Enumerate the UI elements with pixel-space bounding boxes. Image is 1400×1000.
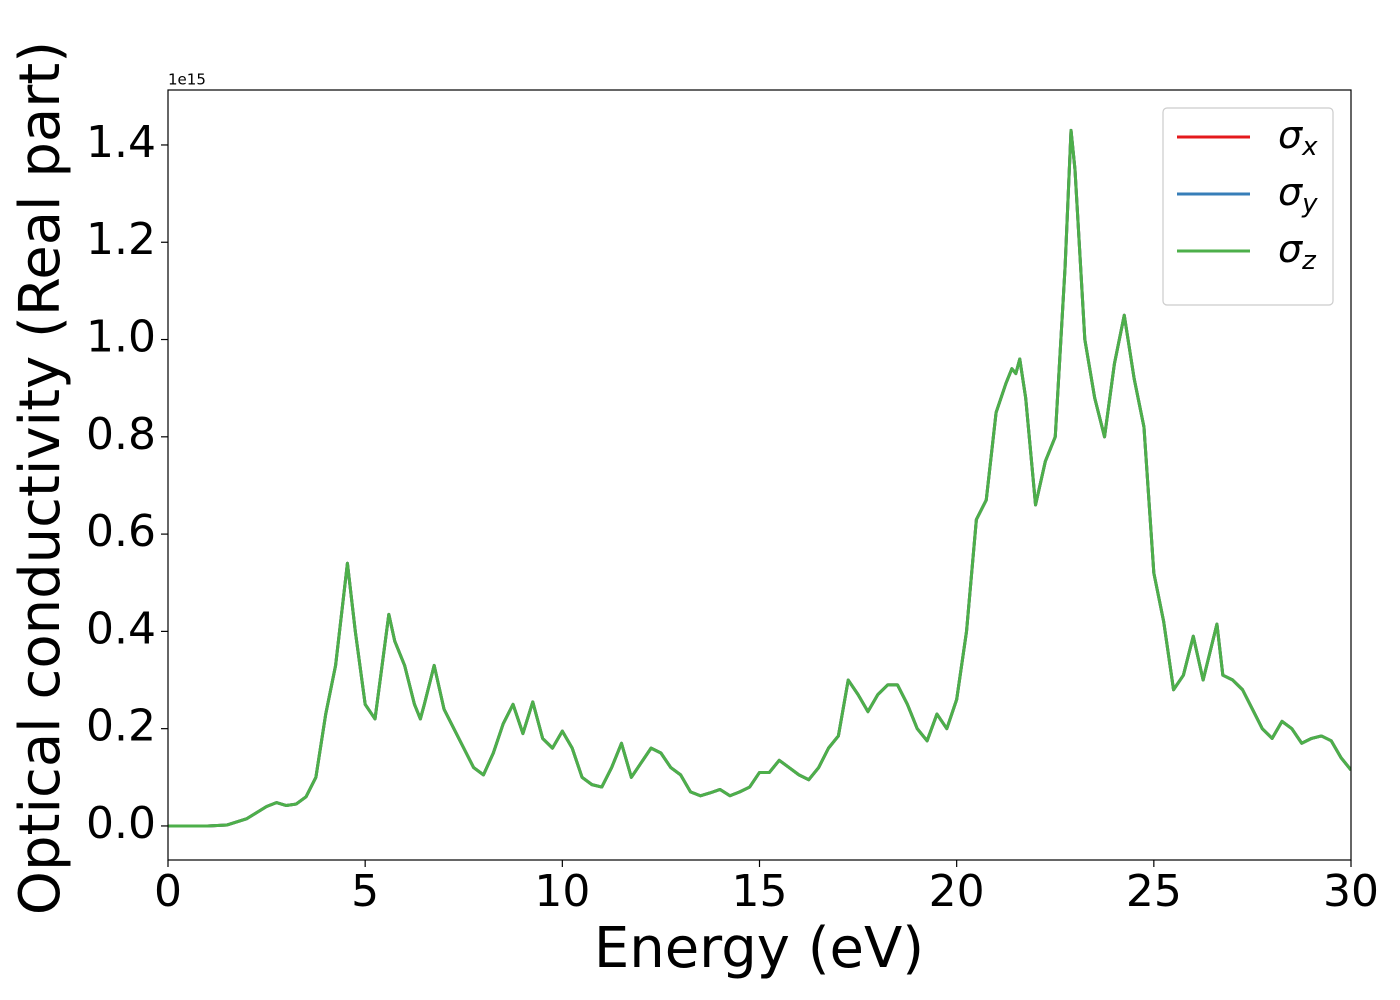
y-offset-label: 1e15 xyxy=(168,71,206,89)
y-tick-label: 1.2 xyxy=(86,214,156,265)
x-tick-label: 15 xyxy=(732,866,788,917)
y-axis-label: Optical conductivity (Real part) xyxy=(8,41,73,915)
x-tick-label: 10 xyxy=(534,866,590,917)
x-tick-label: 5 xyxy=(351,866,379,917)
legend-box xyxy=(1162,107,1334,306)
legend-label: σy xyxy=(1278,170,1318,219)
y-tick-label: 0.6 xyxy=(86,506,156,557)
y-tick-label: 0.8 xyxy=(86,409,156,460)
y-tick-label: 0.4 xyxy=(86,603,156,654)
x-tick-label: 30 xyxy=(1323,866,1379,917)
y-tick-label: 1.0 xyxy=(86,312,156,363)
y-tick-label: 0.2 xyxy=(86,701,156,752)
legend-label: σz xyxy=(1278,227,1317,276)
legend-label: σx xyxy=(1278,113,1318,162)
x-tick-label: 0 xyxy=(154,866,182,917)
y-tick-label: 1.4 xyxy=(86,117,156,168)
line-series xyxy=(168,128,1351,828)
x-tick-label: 20 xyxy=(929,866,985,917)
x-axis-label: Energy (eV) xyxy=(594,916,924,981)
y-tick-label: 0.0 xyxy=(86,798,156,849)
plot-frame xyxy=(167,89,1352,861)
x-tick-label: 25 xyxy=(1126,866,1182,917)
